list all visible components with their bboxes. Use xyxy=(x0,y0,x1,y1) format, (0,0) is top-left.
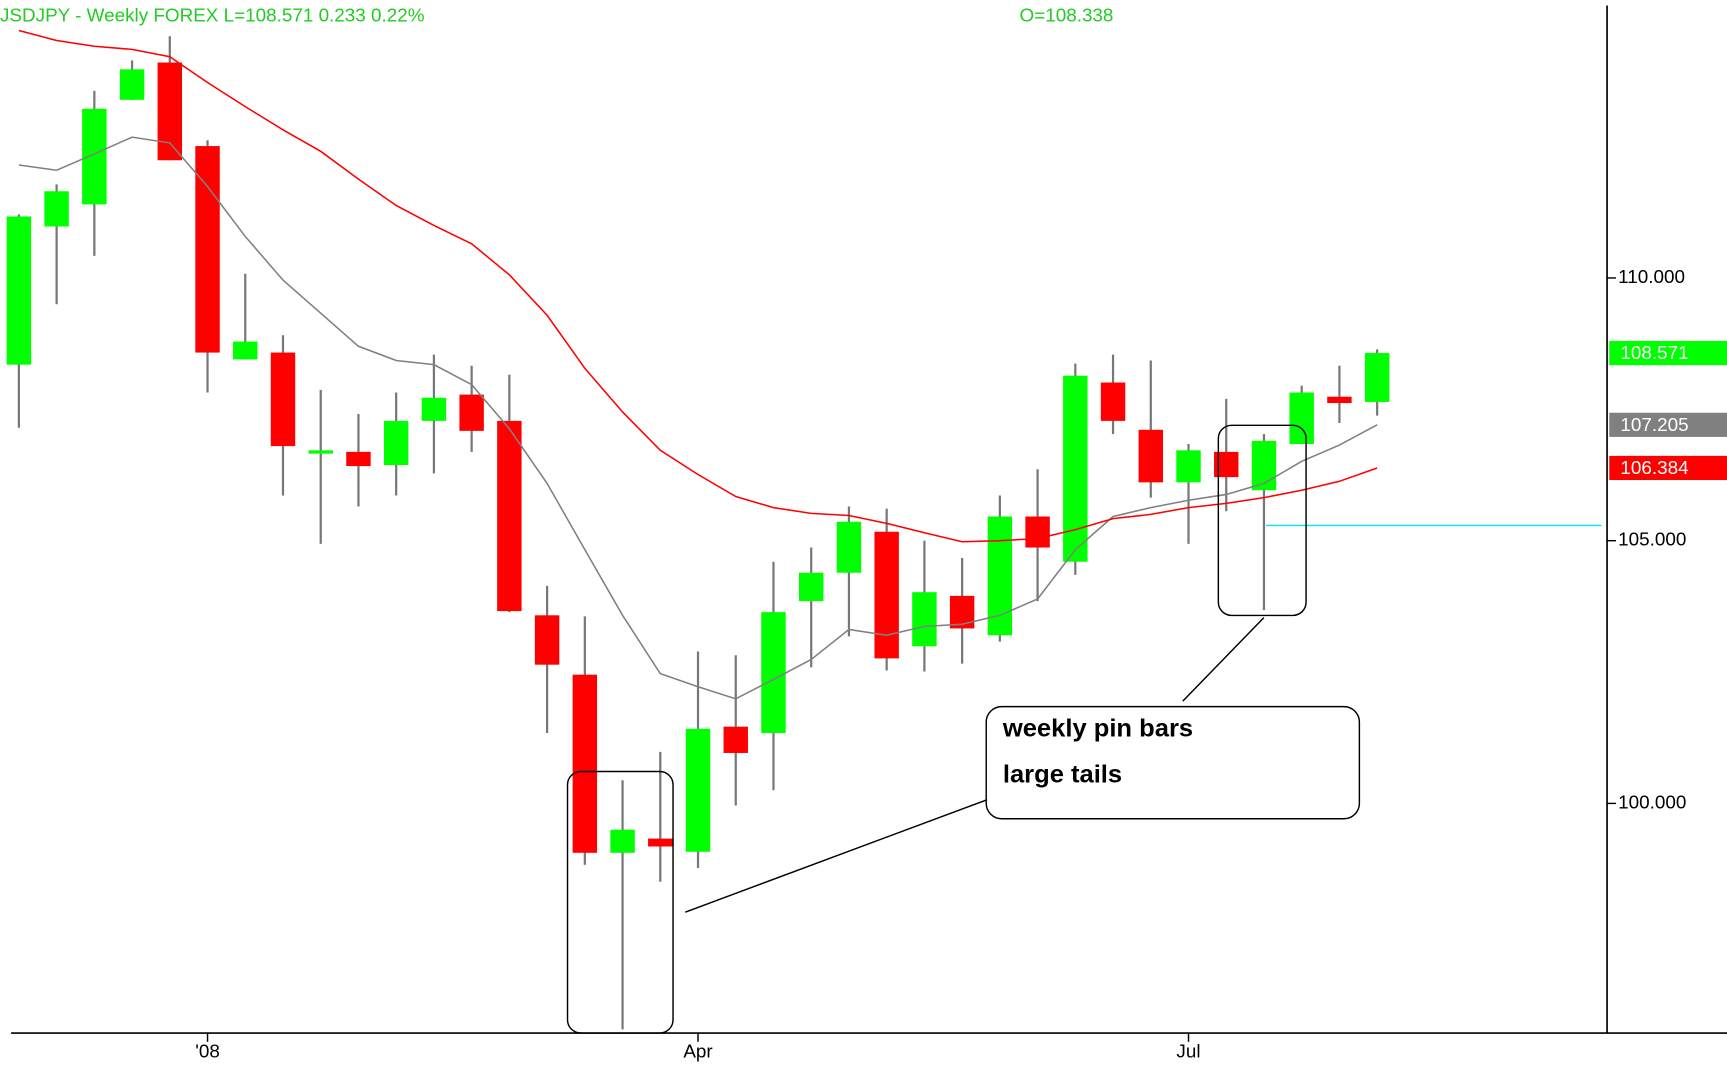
candle-body xyxy=(383,420,409,466)
candle-body xyxy=(119,69,145,100)
price-tag-label: 108.571 xyxy=(1620,342,1688,363)
y-tick-label: 110.000 xyxy=(1618,266,1685,287)
candle-body xyxy=(233,341,258,360)
connector xyxy=(1182,617,1265,702)
candle-body xyxy=(82,108,107,205)
connector xyxy=(684,799,987,913)
candle-body xyxy=(1251,440,1277,491)
candle-body xyxy=(836,521,862,573)
candle-body xyxy=(6,216,32,365)
candle-body xyxy=(346,451,371,467)
candle-body xyxy=(1100,382,1126,421)
moving-average xyxy=(18,136,1378,700)
candle-body xyxy=(1327,396,1352,404)
highlight-box xyxy=(1217,424,1307,617)
candle-body xyxy=(912,592,937,647)
price-tag xyxy=(1609,455,1727,481)
price-tag xyxy=(1609,412,1727,437)
candle-body xyxy=(723,726,748,753)
annotation: weekly pin bars large tails xyxy=(566,424,1361,1034)
candle-body xyxy=(195,146,220,353)
x-tick-label: Jul xyxy=(1176,1041,1200,1062)
candle-body xyxy=(1025,516,1050,548)
candle-body xyxy=(685,728,711,852)
candle-body xyxy=(1138,429,1163,483)
candle-body xyxy=(421,397,447,421)
candle-body xyxy=(534,615,560,665)
callout-box xyxy=(985,705,1361,820)
callout-text: weekly pin bars xyxy=(1002,715,1193,743)
price-tag-label: 107.205 xyxy=(1620,414,1688,435)
candle-body xyxy=(270,352,296,447)
candle-body xyxy=(572,674,598,853)
candle-body xyxy=(1364,353,1390,402)
candle-body xyxy=(798,572,824,602)
candle-body xyxy=(761,612,786,734)
chart-title: JSDJPY - Weekly FOREX L=108.571 0.233 0.… xyxy=(0,5,425,26)
candle-body xyxy=(497,420,522,612)
moving-average xyxy=(18,29,1378,543)
chart-subtitle: O=108.338 xyxy=(1020,5,1114,26)
candle-body xyxy=(648,838,673,847)
candle-body xyxy=(874,531,899,659)
price-tag xyxy=(1609,340,1727,366)
x-tick-label: '08 xyxy=(195,1041,220,1062)
highlight-box xyxy=(566,770,674,1034)
candle-body xyxy=(44,191,69,227)
x-tick-label: Apr xyxy=(683,1041,712,1062)
price-tag-label: 106.384 xyxy=(1620,457,1688,478)
candle-body xyxy=(157,62,183,161)
y-tick-label: 100.000 xyxy=(1618,791,1686,812)
candle-body xyxy=(1289,392,1314,445)
candle-body xyxy=(1063,375,1088,562)
candle-body xyxy=(459,394,484,431)
callout-text: large tails xyxy=(1003,761,1122,789)
candle-body xyxy=(610,829,635,853)
y-tick-label: 105.000 xyxy=(1618,529,1686,550)
candle-body xyxy=(1176,450,1201,483)
candle-body xyxy=(308,450,333,454)
